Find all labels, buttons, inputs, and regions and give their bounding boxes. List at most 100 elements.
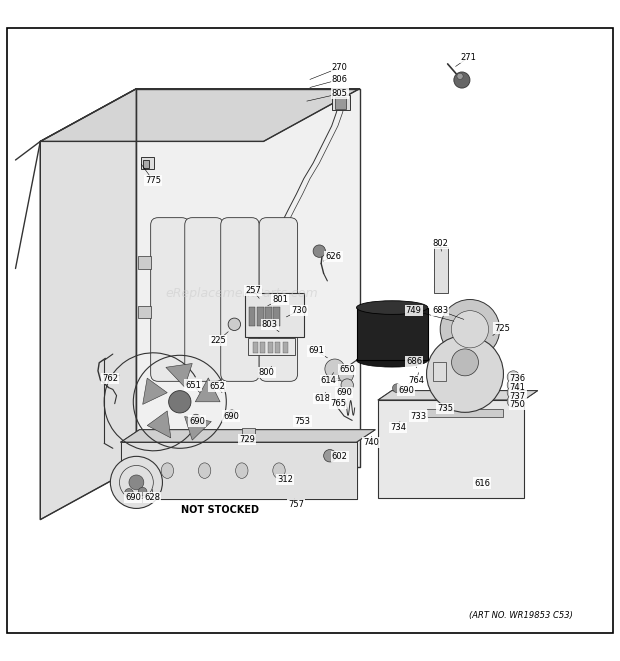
Text: 618: 618 xyxy=(314,394,330,403)
Bar xyxy=(433,362,446,381)
Circle shape xyxy=(451,311,489,348)
Bar xyxy=(138,256,151,268)
Text: 729: 729 xyxy=(239,435,255,444)
Text: 626: 626 xyxy=(326,252,342,260)
FancyBboxPatch shape xyxy=(221,217,259,381)
Bar xyxy=(257,307,264,325)
Text: (ART NO. WR19853 C53): (ART NO. WR19853 C53) xyxy=(469,611,573,620)
FancyBboxPatch shape xyxy=(185,217,223,381)
Text: 753: 753 xyxy=(294,416,311,426)
Text: eReplacementParts.com: eReplacementParts.com xyxy=(166,287,318,300)
Circle shape xyxy=(324,449,336,462)
Text: 737: 737 xyxy=(510,392,526,401)
Text: 801: 801 xyxy=(272,295,288,304)
Text: 652: 652 xyxy=(209,382,225,391)
Text: 800: 800 xyxy=(259,368,275,377)
Polygon shape xyxy=(121,430,375,442)
Polygon shape xyxy=(378,391,538,400)
Bar xyxy=(138,305,151,318)
Bar xyxy=(335,97,346,108)
Text: 616: 616 xyxy=(474,479,490,488)
Ellipse shape xyxy=(356,301,428,315)
Text: NOT STOCKED: NOT STOCKED xyxy=(181,505,259,516)
Circle shape xyxy=(339,368,353,383)
Bar xyxy=(253,342,258,353)
Ellipse shape xyxy=(236,463,248,479)
Text: 650: 650 xyxy=(339,365,355,374)
Bar xyxy=(245,293,304,336)
Circle shape xyxy=(454,72,470,88)
FancyBboxPatch shape xyxy=(151,217,189,381)
Circle shape xyxy=(169,391,191,413)
Polygon shape xyxy=(40,89,136,520)
Ellipse shape xyxy=(273,463,285,479)
Text: 733: 733 xyxy=(410,412,427,420)
Text: 257: 257 xyxy=(245,286,261,295)
Circle shape xyxy=(440,299,500,359)
Text: 741: 741 xyxy=(510,383,526,392)
Polygon shape xyxy=(141,157,154,169)
Polygon shape xyxy=(143,378,167,405)
Circle shape xyxy=(457,73,463,79)
Bar xyxy=(427,408,503,417)
Text: 762: 762 xyxy=(102,374,118,383)
Bar xyxy=(329,365,347,380)
Circle shape xyxy=(507,371,520,383)
Circle shape xyxy=(129,475,144,490)
Ellipse shape xyxy=(161,463,174,479)
Bar xyxy=(378,400,524,498)
Ellipse shape xyxy=(356,354,428,367)
Circle shape xyxy=(110,456,162,508)
Bar xyxy=(283,342,288,353)
Bar xyxy=(248,338,294,356)
Text: 651: 651 xyxy=(185,381,202,389)
Polygon shape xyxy=(185,416,211,440)
Text: 802: 802 xyxy=(432,239,448,248)
Polygon shape xyxy=(195,378,220,402)
Polygon shape xyxy=(136,89,360,467)
Ellipse shape xyxy=(198,463,211,479)
Bar xyxy=(273,307,280,325)
Text: 734: 734 xyxy=(390,423,406,432)
Text: 806: 806 xyxy=(332,75,348,84)
Circle shape xyxy=(228,410,236,418)
Bar xyxy=(265,307,272,325)
Text: 690: 690 xyxy=(398,385,414,395)
Bar xyxy=(275,342,280,353)
Text: 765: 765 xyxy=(330,399,346,408)
Text: 803: 803 xyxy=(262,320,278,329)
Polygon shape xyxy=(332,95,350,110)
Text: 271: 271 xyxy=(460,53,476,62)
Bar xyxy=(260,342,265,353)
Circle shape xyxy=(427,336,503,412)
Polygon shape xyxy=(143,160,149,168)
Text: 225: 225 xyxy=(210,336,226,345)
Text: 736: 736 xyxy=(510,374,526,383)
Circle shape xyxy=(138,487,147,496)
Text: 725: 725 xyxy=(494,323,510,332)
Polygon shape xyxy=(121,442,356,499)
Polygon shape xyxy=(40,89,360,141)
Text: 749: 749 xyxy=(405,306,422,315)
FancyBboxPatch shape xyxy=(259,217,298,381)
Bar xyxy=(356,307,428,360)
Circle shape xyxy=(125,488,133,497)
Text: 740: 740 xyxy=(363,438,379,447)
Text: 312: 312 xyxy=(277,475,293,484)
Circle shape xyxy=(507,386,520,399)
Text: 757: 757 xyxy=(288,500,304,508)
Text: 683: 683 xyxy=(432,306,448,315)
Text: 628: 628 xyxy=(144,493,160,502)
Text: 270: 270 xyxy=(332,63,348,72)
Text: 735: 735 xyxy=(437,404,453,413)
Circle shape xyxy=(507,395,520,407)
Circle shape xyxy=(341,379,353,391)
Circle shape xyxy=(192,414,200,423)
Text: 602: 602 xyxy=(332,452,348,461)
Circle shape xyxy=(507,379,520,391)
Text: 690: 690 xyxy=(125,493,141,502)
Bar xyxy=(249,307,255,325)
Polygon shape xyxy=(147,411,171,438)
Bar xyxy=(242,428,255,439)
Polygon shape xyxy=(166,364,192,387)
